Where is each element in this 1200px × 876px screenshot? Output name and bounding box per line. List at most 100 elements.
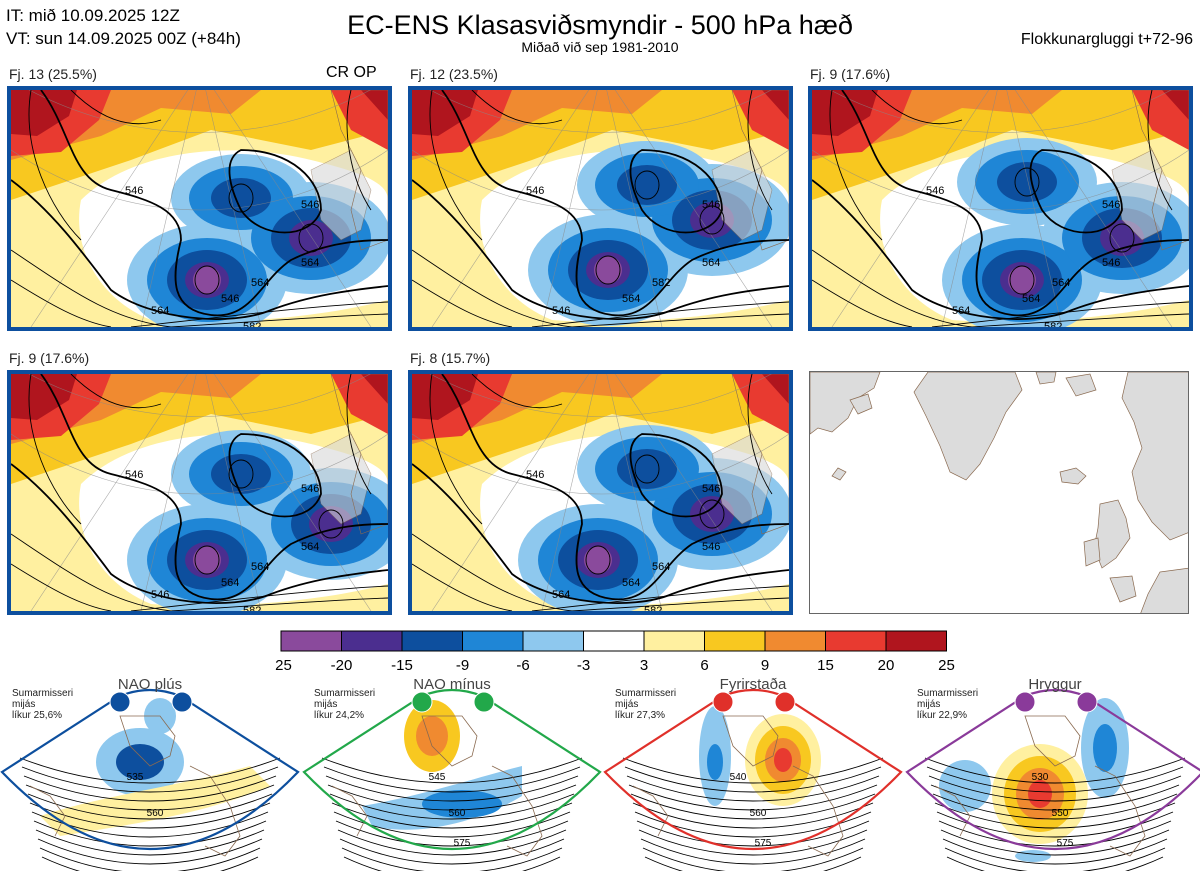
contour-label: 564 (952, 305, 970, 317)
colorbar-swatch (341, 630, 403, 652)
contour-label: 546 (1102, 199, 1120, 211)
regime-map: 540 560 575 (603, 688, 903, 876)
contour-label: 564 (702, 257, 720, 269)
colorbar-swatch (764, 630, 826, 652)
regime-marker-dot (109, 691, 131, 713)
contour-label: 564 (251, 277, 269, 289)
contour-label: 564 (151, 305, 169, 317)
colorbar-tick-label: -3 (577, 657, 590, 674)
contour-label: 546 (526, 469, 544, 481)
regime-info: Sumarmisseri mijás líkur 22,9% (917, 688, 978, 721)
contour-label: 546 (1102, 257, 1120, 269)
regime-marker-dot (1076, 691, 1098, 713)
cluster-5-map[interactable]: 546 546 564 546 564 564 582 (408, 370, 793, 615)
contour-label: 546 (552, 305, 570, 317)
contour-label: 564 (251, 561, 269, 573)
contour-label: 546 (702, 199, 720, 211)
regime-season: Sumarmisseri (12, 688, 74, 699)
regime-marker-dot (712, 691, 734, 713)
regime-contour-label: 560 (147, 808, 164, 819)
contour-label: 564 (1022, 293, 1040, 305)
colorbar-tick-label: 15 (817, 657, 834, 674)
regime-marker-dot (1014, 691, 1036, 713)
regime-info: Sumarmisseri mijás líkur 27,3% (615, 688, 676, 721)
colorbar-tick-label: 20 (878, 657, 895, 674)
colorbar-swatch (280, 630, 342, 652)
contour-label: 546 (151, 589, 169, 601)
colorbar-tick-label: -6 (516, 657, 529, 674)
regime-marker-dot (411, 691, 433, 713)
colorbar-swatch (885, 630, 947, 652)
regime-map: 535 560 (0, 688, 300, 876)
regime-contour-label: 545 (429, 772, 446, 783)
init-time: IT: mið 10.09.2025 12Z (6, 6, 180, 25)
regime-season: Sumarmisseri (917, 688, 979, 699)
cluster-1-map[interactable]: 546 546 564 564 546 564 582 (7, 86, 392, 331)
cluster-2-map[interactable]: 546 546 546 564 564 582 (408, 86, 793, 331)
regime-map: 530 550 575 (905, 688, 1200, 876)
valid-time: VT: sun 14.09.2025 00Z (+84h) (6, 29, 241, 48)
contour-label: 582 (243, 605, 261, 611)
contour-label: 582 (644, 605, 662, 611)
reference-map-land (810, 372, 1188, 613)
contour-label: 546 (702, 541, 720, 553)
colorbar-swatch (704, 630, 766, 652)
regime-contour-label: 575 (454, 838, 471, 849)
contour-label: 564 (301, 541, 319, 553)
colorbar-swatch (522, 630, 584, 652)
regime-info: Sumarmisseri mijás líkur 25,6% (12, 688, 73, 721)
regime-prob: líkur 25,6% (12, 710, 63, 721)
regime-panel-2: 545 560 575 NAO mínus Sumarmisseri mijás líkur… (302, 676, 602, 876)
cluster-4-label: Fj. 9 (17.6%) (9, 350, 90, 366)
cluster-5-label: Fj. 8 (15.7%) (410, 350, 491, 366)
contour-label: 546 (702, 483, 720, 495)
regime-prob: líkur 22,9% (917, 710, 968, 721)
colorbar-tick-label: -15 (391, 657, 413, 674)
regime-mean: mijás (917, 699, 941, 710)
page-title: EC-ENS Klasasviðsmyndir - 500 hPa hæð (347, 10, 853, 40)
regime-marker-dot (473, 691, 495, 713)
cluster-4-map[interactable]: 546 546 546 564 564 564 582 (7, 370, 392, 615)
cluster-2-label: Fj. 12 (23.5%) (410, 66, 498, 82)
colorbar-tick-label: -25 (275, 657, 292, 674)
colorbar-tick-label: 25 (938, 657, 955, 674)
regime-contour-label: 575 (1057, 838, 1074, 849)
regime-contour-label: 535 (127, 772, 144, 783)
contour-label: 546 (125, 185, 143, 197)
regime-title: Hryggur (1028, 676, 1082, 693)
colorbar-tick-label: 6 (700, 657, 708, 674)
contour-label: 564 (652, 561, 670, 573)
colorbar-ticks: -25 -20 -15 -9 -6 -3 3 6 9 15 20 25 (275, 657, 955, 674)
cluster-3-map[interactable]: 546 546 564 546 564 564 582 (808, 86, 1193, 331)
colorbar-tick-label: 9 (761, 657, 769, 674)
regime-contour-label: 575 (755, 838, 772, 849)
colorbar-swatch (825, 630, 887, 652)
regime-contour-label: 540 (730, 772, 747, 783)
contour-label: 564 (1052, 277, 1070, 289)
contour-label: 582 (652, 277, 670, 289)
regime-title: NAO plús (117, 676, 183, 693)
reference-map (809, 371, 1189, 614)
contour-label: 546 (301, 483, 319, 495)
regime-prob: líkur 24,2% (314, 710, 365, 721)
cluster-map-canvas: 546 546 546 564 564 582 (412, 90, 789, 327)
contour-label: 564 (622, 577, 640, 589)
contour-label: 582 (243, 321, 261, 327)
colorbar-swatch (462, 630, 524, 652)
regime-contour-label: 550 (1052, 808, 1069, 819)
colorbar-tick-label: 3 (640, 657, 648, 674)
colorbar-swatch (643, 630, 705, 652)
regime-contour-label: 560 (750, 808, 767, 819)
cluster-map-canvas: 546 546 564 546 564 564 582 (412, 374, 789, 611)
regime-season: Sumarmisseri (615, 688, 677, 699)
cluster-1-tag: CR OP (326, 64, 377, 81)
regime-marker-dot (171, 691, 193, 713)
page-subtitle: Miðað við sep 1981-2010 (521, 39, 679, 55)
contour-label: 582 (1044, 321, 1062, 327)
colorbar-tick-label: -9 (456, 657, 469, 674)
regime-mean: mijás (12, 699, 36, 710)
contour-label: 546 (926, 185, 944, 197)
colorbar-swatch (401, 630, 463, 652)
cluster-3-label: Fj. 9 (17.6%) (810, 66, 891, 82)
colorbar: -25 -20 -15 -9 -6 -3 3 6 9 15 20 25 (275, 630, 955, 674)
